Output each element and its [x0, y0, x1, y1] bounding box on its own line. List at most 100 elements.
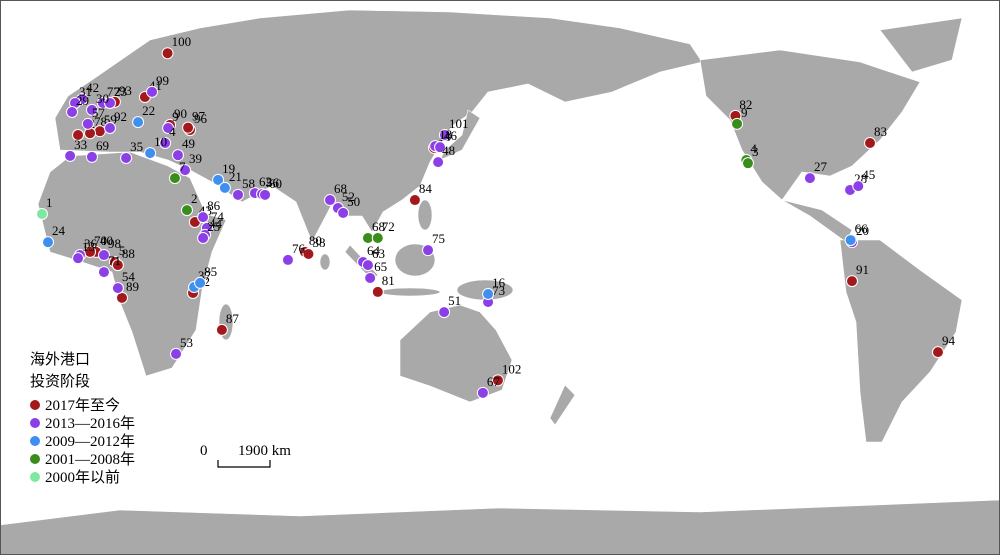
port-marker: [36, 207, 48, 220]
port-marker: [864, 136, 877, 149]
port-marker: [180, 204, 193, 217]
legend-marker: [29, 453, 41, 465]
legend-title: 海外港口: [30, 351, 90, 368]
port-marker: [741, 157, 754, 170]
port-label: 86: [207, 198, 221, 213]
antarctica: [0, 499, 1000, 555]
port-marker: [66, 106, 79, 119]
port-label: 20: [856, 223, 869, 238]
port-label: 73: [492, 283, 505, 298]
port-marker: [432, 156, 445, 169]
port-label: 76: [292, 241, 306, 256]
port-marker: [111, 259, 124, 272]
port-label: 66: [855, 221, 869, 236]
port-marker: [232, 188, 245, 201]
port-label: 33: [74, 137, 87, 152]
port-label: 48: [442, 143, 455, 158]
port-marker: [482, 288, 495, 301]
port-label: 52: [342, 189, 355, 204]
port-label: 36: [84, 236, 98, 251]
port-label: 9: [741, 105, 748, 120]
port-label: 63: [372, 246, 385, 261]
port-label: 3: [752, 144, 759, 159]
port-label: 54: [122, 269, 136, 284]
port-marker: [85, 103, 98, 116]
port-label: 39: [189, 151, 202, 166]
port-marker: [212, 173, 225, 186]
port-marker: [259, 188, 272, 201]
port-marker: [103, 96, 116, 109]
port-marker: [491, 374, 504, 387]
port-marker: [132, 116, 145, 129]
legend-marker: [29, 435, 41, 447]
port-label: 44: [209, 216, 223, 231]
port-label: 74: [211, 209, 225, 224]
port-label: 38: [312, 235, 325, 250]
north-america: [699, 49, 921, 201]
port-marker: [162, 122, 175, 135]
port-label: 75: [432, 231, 445, 246]
port-marker: [361, 259, 374, 272]
port-label: 42: [86, 80, 99, 95]
port-label: 49: [182, 136, 195, 151]
greenland: [879, 17, 963, 73]
port-marker: [159, 136, 172, 149]
port-label: 67: [487, 374, 501, 389]
port-label: 78: [94, 114, 107, 129]
port-marker: [103, 122, 116, 135]
port-label: 99: [156, 73, 169, 88]
port-label: 7: [179, 159, 186, 174]
port-marker: [218, 181, 231, 194]
port-marker: [146, 85, 159, 98]
port-marker: [324, 194, 337, 207]
port-label: 101: [449, 116, 469, 131]
legend-marker: [29, 417, 41, 429]
port-marker: [302, 247, 315, 260]
port-marker: [731, 117, 744, 130]
legend: 2017年至今2013—2016年2009—2012年2001—2008年200…: [29, 397, 135, 486]
port-marker: [42, 236, 55, 249]
port-marker: [111, 282, 124, 295]
port-label: 4: [750, 141, 757, 156]
port-label: 80: [309, 233, 322, 248]
port-label: 92: [114, 109, 127, 124]
port-label: 68: [372, 219, 385, 234]
port-label: 5: [119, 243, 126, 258]
port-label: 77: [107, 84, 121, 99]
port-label: 58: [242, 176, 255, 191]
africa: [37, 151, 227, 377]
port-label: 1: [46, 195, 53, 210]
port-label: 56: [266, 175, 280, 190]
port-label: 96: [194, 111, 208, 126]
scale-start: 0: [200, 443, 208, 459]
port-label: 22: [142, 103, 155, 118]
port-label: 29: [76, 93, 89, 108]
port-marker: [120, 151, 133, 164]
port-label: 88: [122, 246, 135, 261]
port-marker: [197, 211, 210, 224]
port-label: 25: [207, 219, 220, 234]
port-marker: [434, 141, 447, 154]
port-label: 60: [269, 176, 282, 191]
port-marker: [476, 386, 489, 399]
java: [379, 287, 441, 297]
port-label: 19: [222, 161, 235, 176]
port-label: 69: [96, 138, 109, 153]
legend-label: 2001—2008年: [45, 451, 135, 468]
port-marker: [852, 180, 865, 193]
port-label: 72: [382, 219, 395, 234]
port-marker: [422, 244, 435, 257]
port-marker: [170, 347, 183, 360]
legend-label: 2000年以前: [45, 469, 120, 486]
legend-title: 投资阶段: [30, 373, 90, 390]
port-label: 13: [82, 239, 95, 254]
port-label: 35: [130, 139, 143, 154]
port-marker: [97, 266, 110, 279]
port-label: 85: [204, 264, 217, 279]
port-marker: [182, 121, 195, 134]
port-marker: [845, 275, 858, 288]
port-label: 84: [419, 181, 433, 196]
port-marker: [85, 150, 98, 163]
port-marker: [844, 234, 857, 247]
